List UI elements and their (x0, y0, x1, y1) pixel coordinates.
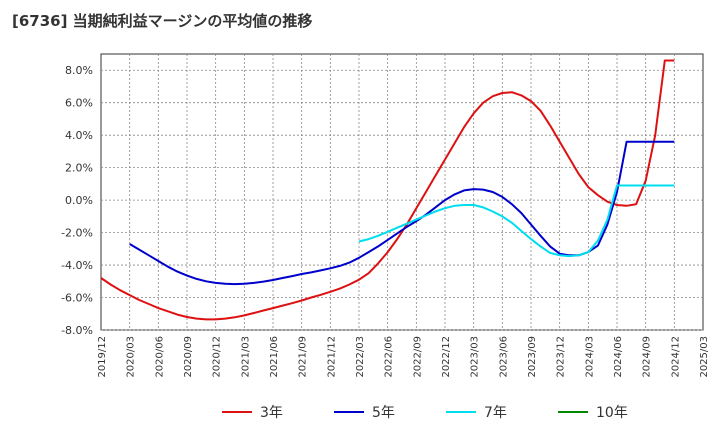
x-tick-label: 2020/06 (154, 336, 165, 378)
x-tick-label: 2021/03 (240, 336, 251, 378)
x-tick-label: 2022/09 (412, 336, 423, 378)
y-tick-label: 8.0% (65, 64, 93, 77)
x-tick-label: 2024/09 (642, 336, 653, 378)
series-line-3年 (100, 59, 675, 321)
x-tick-label: 2021/09 (298, 336, 309, 378)
chart-title: [6736] 当期純利益マージンの平均値の推移 (12, 12, 313, 30)
y-tick-label: -6.0% (61, 292, 93, 305)
y-tick-label: 2.0% (65, 162, 93, 175)
x-tick-label: 2025/03 (699, 336, 710, 378)
x-tick-label: 2022/06 (384, 336, 395, 378)
legend-label: 10年 (596, 405, 628, 421)
x-tick-label: 2021/06 (269, 336, 280, 378)
y-tick-label: 4.0% (65, 129, 93, 142)
x-tick-label: 2020/09 (183, 336, 194, 378)
x-tick-label: 2019/12 (97, 336, 108, 378)
x-tick-label: 2023/03 (470, 336, 481, 378)
x-tick-label: 2020/12 (212, 336, 223, 378)
x-tick-label: 2024/03 (584, 336, 595, 378)
x-tick-label: 2024/12 (670, 336, 681, 378)
series-line-7年 (358, 184, 675, 258)
x-tick-label: 2023/06 (498, 336, 509, 378)
legend-label: 3年 (260, 405, 283, 421)
x-tick-label: 2023/09 (527, 336, 538, 378)
y-tick-label: 0.0% (65, 194, 93, 207)
x-tick-label: 2024/06 (613, 336, 624, 378)
x-tick-label: 2022/12 (441, 336, 452, 378)
y-tick-label: -2.0% (61, 227, 93, 240)
y-tick-label: -8.0% (61, 324, 93, 337)
y-tick-label: -4.0% (61, 259, 93, 272)
x-tick-label: 2021/12 (326, 336, 337, 378)
x-tick-label: 2020/03 (126, 336, 137, 378)
legend-label: 7年 (484, 405, 507, 421)
legend-label: 5年 (372, 405, 395, 421)
y-tick-label: 6.0% (65, 97, 93, 110)
x-tick-label: 2022/03 (355, 336, 366, 378)
plot-area (100, 53, 704, 331)
x-tick-label: 2023/12 (556, 336, 567, 378)
